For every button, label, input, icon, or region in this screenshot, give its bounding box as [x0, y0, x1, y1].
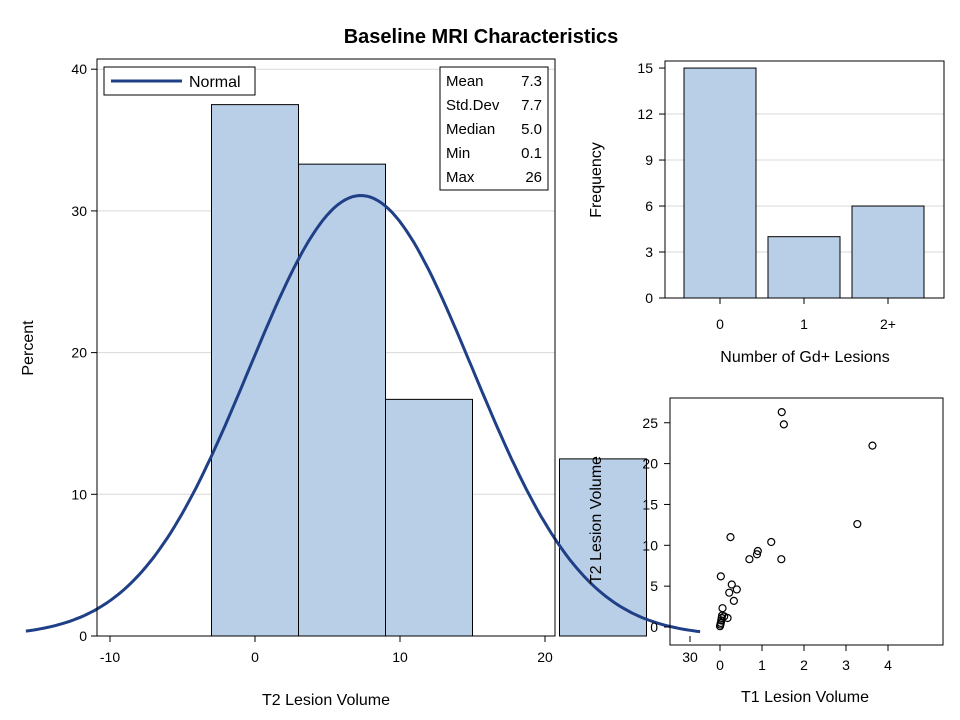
stats-value: 7.3	[521, 73, 542, 90]
gd-lesions-y-tick-label: 3	[645, 244, 653, 260]
scatter-point	[853, 519, 862, 529]
t1-t2-scatter-panel: 0 1 2 3 4 0 5 10 15 20 25 T1 Lesion Volume T2 Lesi…	[588, 397, 944, 706]
scatter-x-axis-label: T1 Lesion Volume	[741, 689, 869, 706]
scatter-y-tick-label: 5	[650, 578, 658, 594]
gd-lesions-y-tick-label: 0	[645, 290, 653, 306]
stats-value: 7.7	[521, 97, 542, 114]
scatter-point	[777, 555, 786, 564]
histogram-bar	[385, 398, 473, 637]
scatter-x-tick-label: 4	[884, 657, 892, 673]
scatter-y-tick-label: 10	[642, 537, 658, 553]
gd-lesions-y-tick-label: 15	[637, 60, 653, 76]
scatter-point	[868, 441, 877, 450]
stats-label: Median	[446, 121, 495, 138]
gd-lesions-bar	[683, 67, 757, 299]
scatter-y-tick-label: 0	[650, 619, 658, 635]
scatter-y-axis-label: T2 Lesion Volume	[588, 456, 605, 584]
histogram-x-axis-label: T2 Lesion Volume	[262, 692, 390, 709]
scatter-point	[726, 533, 735, 542]
stats-box: Mean 7.3 Std.Dev 7.7 Median 5.0 Min 0.1 Max 26	[439, 66, 549, 191]
scatter-frame	[669, 397, 944, 646]
scatter-x-tick-label: 2	[800, 657, 808, 673]
stats-label: Max	[446, 169, 475, 186]
histogram-x-tick-label: 0	[251, 649, 259, 665]
scatter-point	[729, 596, 738, 605]
stats-label: Mean	[446, 73, 484, 90]
gd-lesions-panel: 0 1 2+ 0 3 6 9 12 15 Number of Gd+ Lesions Frequ…	[588, 60, 945, 366]
gd-lesions-y-tick-label: 12	[637, 106, 653, 122]
scatter-point	[732, 585, 741, 594]
stats-box-frame	[439, 66, 549, 191]
scatter-x-tick-label: 3	[842, 657, 850, 673]
histogram-x-tick-label: 20	[537, 649, 553, 665]
gd-lesions-y-tick-label: 6	[645, 198, 653, 214]
scatter-point	[718, 604, 727, 613]
scatter-point	[777, 408, 786, 417]
histogram-y-tick-label: 30	[71, 203, 87, 219]
stats-label: Min	[446, 145, 470, 162]
gd-lesions-ticks: 0 1 2+ 0 3 6 9 12 15	[637, 60, 896, 332]
scatter-y-tick-label: 20	[642, 456, 658, 472]
scatter-point	[752, 550, 762, 559]
histogram-bars	[211, 104, 647, 637]
scatter-point	[727, 580, 736, 589]
scatter-point	[745, 555, 754, 564]
histogram-x-tick-label: 10	[392, 649, 408, 665]
histogram-bar	[211, 104, 299, 637]
scatter-y-tick-label: 25	[642, 415, 658, 431]
stats-value: 26	[525, 169, 542, 186]
histogram-y-axis-label: Percent	[20, 320, 37, 376]
chart-title: Baseline MRI Characteristics	[344, 26, 619, 48]
normal-curve	[25, 193, 701, 634]
scatter-y-tick-label: 15	[642, 496, 658, 512]
scatter-point	[753, 546, 762, 556]
stats-value: 0.1	[521, 145, 542, 162]
stats-value: 5.0	[521, 121, 542, 138]
scatter-points	[715, 408, 877, 631]
histogram-legend: Normal	[103, 66, 256, 96]
histogram-x-tick-label: 30	[682, 649, 698, 665]
scatter-point	[725, 588, 734, 597]
histogram-y-tick-label: 20	[71, 345, 87, 361]
gd-lesions-x-tick-label: 0	[716, 316, 724, 332]
histogram-x-tick-label: -10	[100, 649, 120, 665]
histogram-bar	[559, 458, 647, 637]
histogram-y-tick-label: 10	[71, 486, 87, 502]
scatter-point	[723, 613, 732, 623]
scatter-point	[779, 420, 788, 429]
scatter-point	[716, 572, 725, 581]
histogram-y-tick-label: 0	[79, 628, 87, 644]
legend-entry-normal: Normal	[189, 74, 241, 91]
stats-label: Std.Dev	[446, 97, 500, 114]
gd-lesions-x-tick-label: 2+	[880, 316, 896, 332]
gd-lesions-x-axis-label: Number of Gd+ Lesions	[720, 349, 889, 366]
gd-lesions-bars	[683, 67, 925, 299]
gd-lesions-x-tick-label: 1	[800, 316, 808, 332]
gd-lesions-y-tick-label: 9	[645, 152, 653, 168]
scatter-x-tick-label: 1	[758, 657, 766, 673]
histogram-y-tick-label: 40	[71, 61, 87, 77]
gd-lesions-y-axis-label: Frequency	[588, 142, 605, 218]
scatter-ticks: 0 1 2 3 4 0 5 10 15 20 25	[642, 415, 892, 673]
scatter-point	[767, 537, 776, 547]
scatter-x-tick-label: 0	[716, 657, 724, 673]
gd-lesions-bar	[851, 205, 925, 299]
gd-lesions-bar	[767, 236, 841, 299]
histogram-frame	[96, 58, 556, 637]
